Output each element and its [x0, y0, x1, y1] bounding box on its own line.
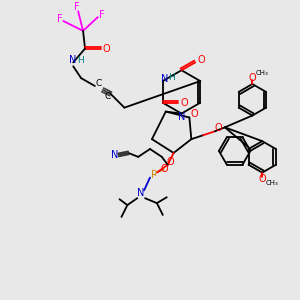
Text: N: N — [137, 188, 145, 198]
Text: CH₃: CH₃ — [256, 70, 268, 76]
Text: P: P — [151, 169, 157, 180]
Text: O: O — [197, 56, 205, 65]
Text: O: O — [249, 73, 256, 83]
Text: O: O — [161, 164, 169, 174]
Text: H: H — [168, 73, 175, 82]
Text: O: O — [214, 123, 222, 133]
Text: O: O — [167, 157, 175, 167]
Text: F: F — [99, 10, 105, 20]
Text: H: H — [77, 56, 83, 65]
Text: C: C — [96, 79, 102, 88]
Text: N: N — [178, 112, 185, 122]
Text: F: F — [57, 14, 62, 24]
Text: O: O — [190, 109, 198, 118]
Text: C: C — [104, 92, 111, 101]
Text: F: F — [74, 2, 80, 12]
Text: O: O — [103, 44, 110, 54]
Text: O: O — [258, 173, 266, 184]
Text: O: O — [181, 98, 188, 108]
Text: N: N — [161, 74, 168, 84]
Text: N: N — [68, 56, 76, 65]
Text: N: N — [111, 150, 118, 160]
Text: CH₃: CH₃ — [266, 180, 278, 186]
